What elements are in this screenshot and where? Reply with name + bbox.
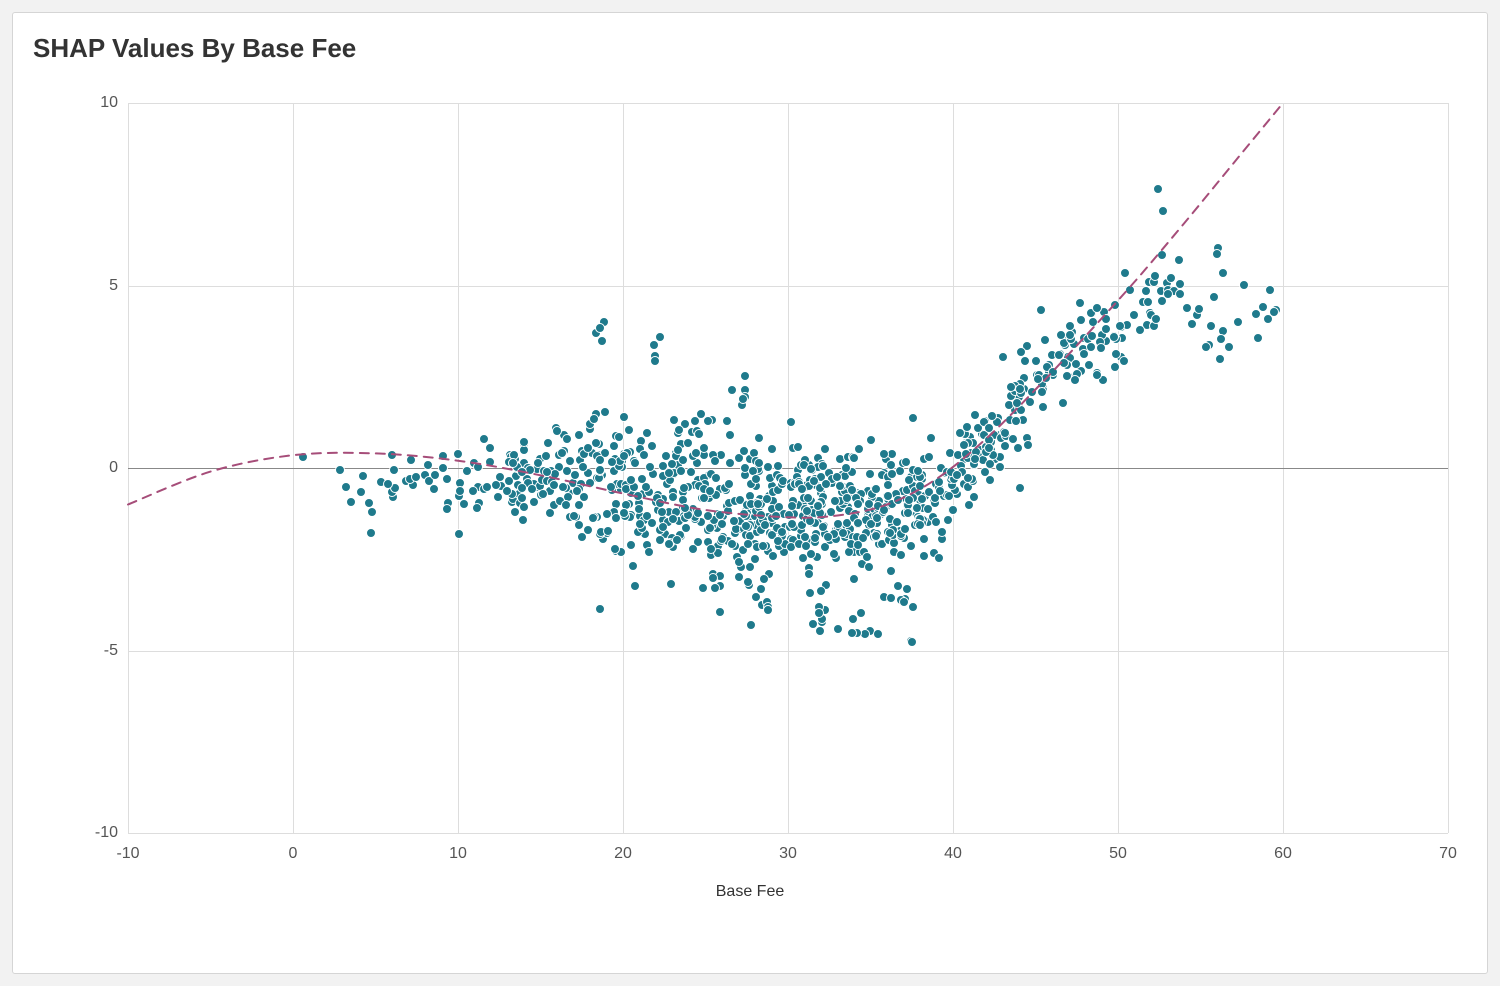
y-tick-label: 0: [73, 459, 118, 477]
x-tick-label: 0: [289, 845, 298, 863]
x-tick-label: 50: [1109, 845, 1127, 863]
y-tick-label: 10: [73, 94, 118, 112]
x-tick-label: -10: [116, 845, 139, 863]
x-tick-label: 40: [944, 845, 962, 863]
y-tick-label: 5: [73, 277, 118, 295]
x-tick-label: 60: [1274, 845, 1292, 863]
y-tick-label: -10: [73, 824, 118, 842]
chart-title: SHAP Values By Base Fee: [33, 33, 356, 64]
x-tick-label: 10: [449, 845, 467, 863]
y-tick-label: -5: [73, 642, 118, 660]
x-tick-label: 20: [614, 845, 632, 863]
gridline-vertical: [1448, 103, 1449, 833]
x-tick-label: 70: [1439, 845, 1457, 863]
chart-card: SHAP Values By Base Fee Base Fee -10 0 10 2…: [12, 12, 1488, 974]
gridline-horizontal: [128, 833, 1448, 834]
x-axis-label: Base Fee: [716, 883, 784, 901]
x-tick-label: 30: [779, 845, 797, 863]
scatter-plot-area: [128, 103, 1449, 833]
trend-line: [128, 103, 1448, 833]
